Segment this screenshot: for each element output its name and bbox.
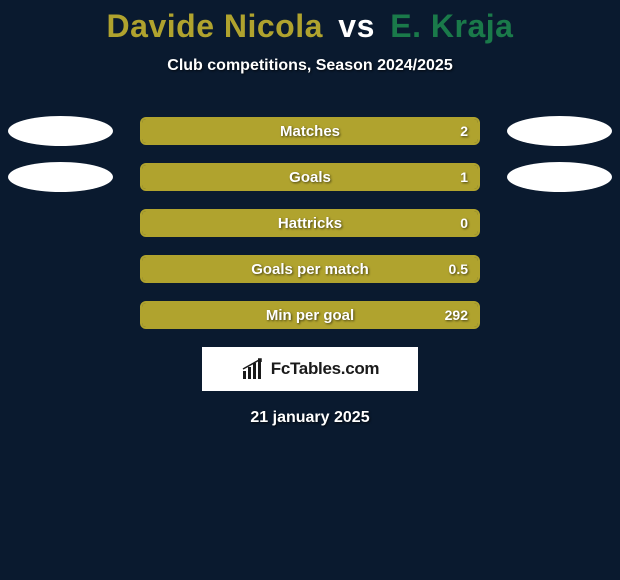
stat-value: 2 bbox=[460, 119, 468, 143]
stats-list: Matches2Goals1Hattricks0Goals per match0… bbox=[0, 117, 620, 329]
stat-label: Matches bbox=[142, 119, 478, 143]
stat-value: 0 bbox=[460, 211, 468, 235]
stat-row: Goals per match0.5 bbox=[0, 255, 620, 283]
stat-label: Goals bbox=[142, 165, 478, 189]
right-bubble bbox=[507, 162, 612, 192]
stat-bar: Min per goal292 bbox=[140, 301, 480, 329]
player1-name: Davide Nicola bbox=[107, 8, 323, 44]
stat-row: Min per goal292 bbox=[0, 301, 620, 329]
stat-value: 292 bbox=[445, 303, 468, 327]
source-logo-text: FcTables.com bbox=[271, 359, 380, 379]
stat-bar: Goals per match0.5 bbox=[140, 255, 480, 283]
stat-value: 1 bbox=[460, 165, 468, 189]
stat-label: Goals per match bbox=[142, 257, 478, 281]
stat-label: Min per goal bbox=[142, 303, 478, 327]
page-title: Davide Nicola vs E. Kraja bbox=[0, 8, 620, 45]
comparison-card: Davide Nicola vs E. Kraja Club competiti… bbox=[0, 0, 620, 427]
stat-row: Matches2 bbox=[0, 117, 620, 145]
stat-row: Hattricks0 bbox=[0, 209, 620, 237]
stat-label: Hattricks bbox=[142, 211, 478, 235]
right-bubble bbox=[507, 116, 612, 146]
date-text: 21 january 2025 bbox=[0, 409, 620, 427]
player2-name: E. Kraja bbox=[390, 8, 513, 44]
bar-chart-up-icon bbox=[241, 357, 265, 381]
stat-bar: Matches2 bbox=[140, 117, 480, 145]
subtitle: Club competitions, Season 2024/2025 bbox=[0, 57, 620, 75]
vs-text: vs bbox=[338, 8, 375, 44]
stat-row: Goals1 bbox=[0, 163, 620, 191]
stat-bar: Hattricks0 bbox=[140, 209, 480, 237]
left-bubble bbox=[8, 162, 113, 192]
left-bubble bbox=[8, 116, 113, 146]
stat-bar: Goals1 bbox=[140, 163, 480, 191]
stat-value: 0.5 bbox=[449, 257, 468, 281]
source-logo[interactable]: FcTables.com bbox=[202, 347, 418, 391]
